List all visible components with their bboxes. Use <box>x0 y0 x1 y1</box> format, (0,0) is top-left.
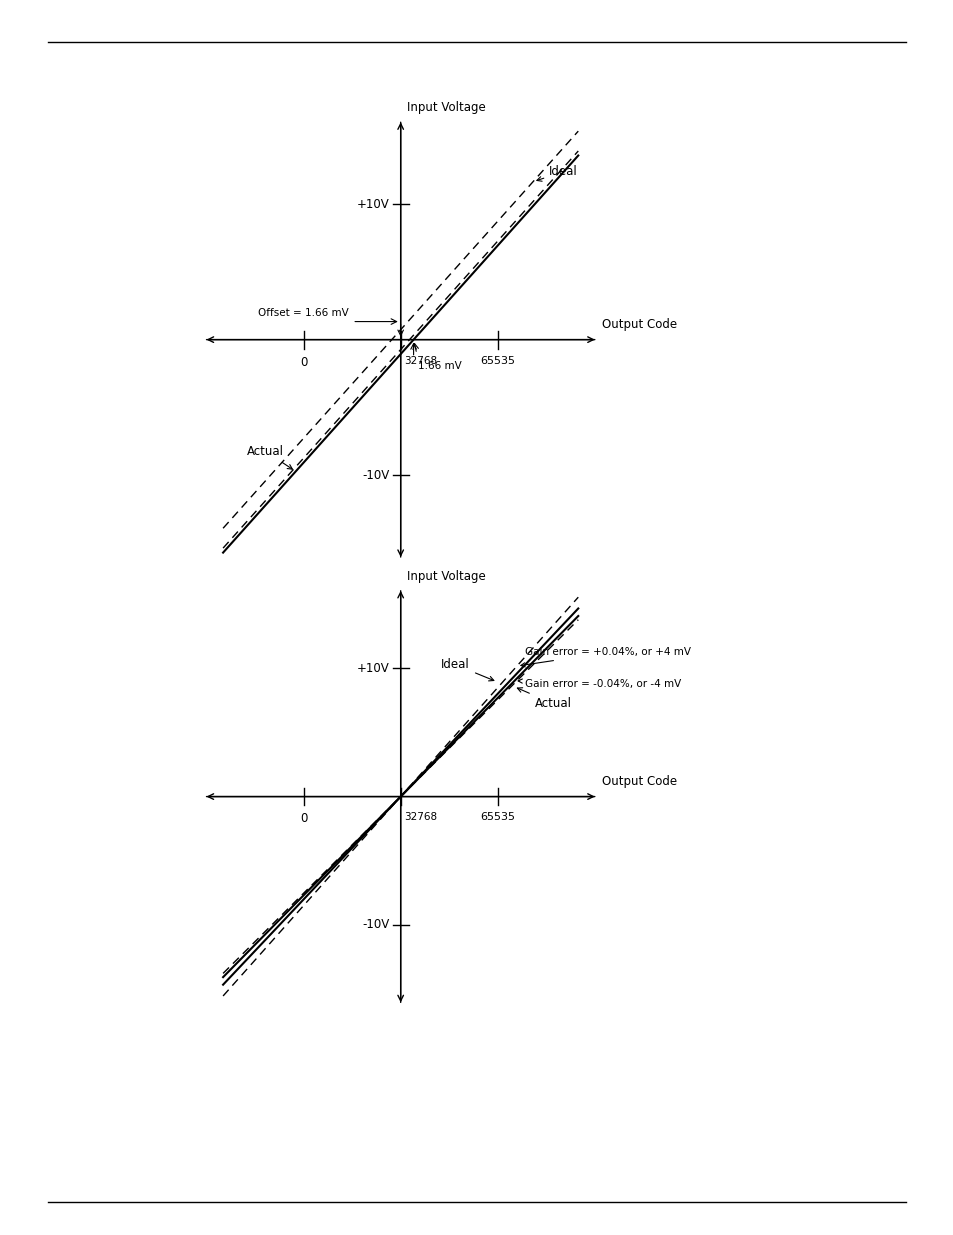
Text: Output Code: Output Code <box>602 776 677 788</box>
Text: +10V: +10V <box>356 662 389 674</box>
Text: Gain error = -0.04%, or -4 mV: Gain error = -0.04%, or -4 mV <box>517 679 680 689</box>
Text: 0: 0 <box>300 356 307 369</box>
Text: Actual: Actual <box>247 445 292 469</box>
Text: 32768: 32768 <box>403 356 436 366</box>
Text: Gain error = +0.04%, or +4 mV: Gain error = +0.04%, or +4 mV <box>520 647 690 667</box>
Text: 65535: 65535 <box>479 356 515 366</box>
Text: Ideal: Ideal <box>537 165 578 182</box>
Text: Actual: Actual <box>517 688 571 710</box>
Text: -10V: -10V <box>362 468 389 482</box>
Text: +10V: +10V <box>356 198 389 211</box>
Text: -10V: -10V <box>362 919 389 931</box>
Text: 1.66 mV: 1.66 mV <box>418 362 461 372</box>
Text: Ideal: Ideal <box>441 658 494 680</box>
Text: 0: 0 <box>300 811 307 825</box>
Text: 65535: 65535 <box>479 811 515 823</box>
Text: 32768: 32768 <box>403 811 436 823</box>
Text: Offset = 1.66 mV: Offset = 1.66 mV <box>258 308 349 317</box>
Text: Output Code: Output Code <box>602 317 677 331</box>
Text: Input Voltage: Input Voltage <box>407 569 485 583</box>
Text: Input Voltage: Input Voltage <box>407 101 485 114</box>
